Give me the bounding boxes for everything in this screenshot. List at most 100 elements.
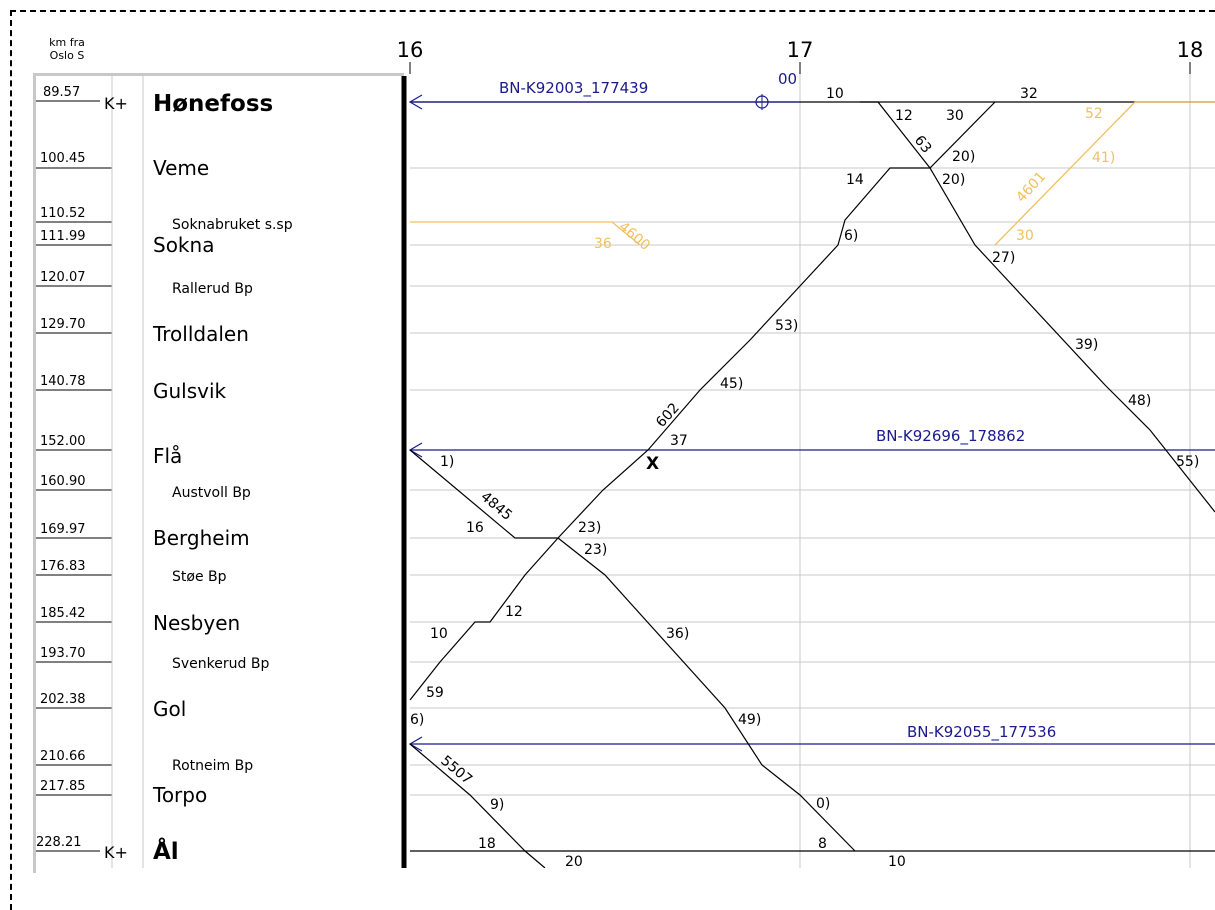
time-label: 20 [565,854,583,868]
station-gol: Gol [153,697,186,721]
km-underlines [36,100,112,852]
time-label: 39) [1075,337,1098,353]
time-label: 00 [778,70,797,88]
train-graph: km fra Oslo S 16 17 18 [36,36,1215,868]
kplus-al: K+ [104,843,128,862]
km-bergheim: 169.97 [40,522,86,537]
train-path-5507 [409,743,546,868]
time-label: 23) [578,520,601,536]
station-soknabruket: Soknabruket s.sp [172,217,293,233]
km-rallerud: 120.07 [40,270,86,285]
station-bergheim: Bergheim [153,526,250,550]
hour-label-16: 16 [397,38,424,62]
time-label: 36) [666,626,689,642]
freight-paths [410,101,1215,246]
time-label: 30 [946,108,964,124]
station-gulsvik: Gulsvik [153,379,227,403]
time-label: 41) [1092,150,1115,166]
train-paths [409,101,1215,868]
time-label: 10 [826,86,844,102]
possession-label-2: BN-K92696_178862 [876,427,1025,446]
station-trolldalen: Trolldalen [152,322,249,346]
time-label: 14 [846,172,864,188]
km-nesbyen: 185.42 [40,606,86,621]
station-nesbyen: Nesbyen [153,611,240,635]
time-label: 59 [426,685,444,701]
km-rotneim: 210.66 [40,749,86,764]
station-grid [410,167,1215,796]
km-stoe: 176.83 [40,559,86,574]
page-frame [10,10,1215,910]
kplus-honefoss: K+ [104,94,128,113]
km-veme: 100.45 [40,151,86,166]
time-label: 12 [505,604,523,620]
time-label: 9) [490,797,504,813]
km-honefoss: 89.57 [43,85,80,100]
train-path-4601 [994,101,1136,246]
time-label: 10 [430,626,448,642]
time-label: 20) [952,149,975,165]
train-path-4845 [409,449,856,852]
time-label: 27) [992,250,1015,266]
time-label: 1) [440,454,454,470]
station-rallerud: Rallerud Bp [172,281,253,297]
time-label: 0) [816,796,830,812]
km-soknabruket: 110.52 [40,206,86,221]
time-label: 18 [478,836,496,852]
km-gulsvik: 140.78 [40,374,86,389]
station-names: Hønefoss Veme Soknabruket s.sp Sokna Ral… [152,91,293,865]
possession-arrow-1 [408,94,423,110]
possession-label-1: BN-K92003_177439 [499,79,648,98]
km-fla: 152.00 [40,434,86,449]
possessions: BN-K92003_177439 BN-K92696_178862 BN-K92… [408,79,1215,752]
station-veme: Veme [153,156,209,180]
time-labels: 00 10 12 30 32 52 20) 20) 41) 14 36 6) 3… [410,70,1199,868]
train-number-4601: 4601 [1013,169,1049,206]
time-label: 30 [1016,228,1034,244]
km-trolldalen: 129.70 [40,317,86,332]
time-label: 8 [818,836,827,852]
hour-label-18: 18 [1177,38,1204,62]
station-honefoss: Hønefoss [153,91,273,117]
km-austvoll: 160.90 [40,474,86,489]
km-al: 228.21 [36,835,82,850]
time-label: 49) [738,712,761,728]
header-line2: Oslo S [50,49,85,62]
station-fla: Flå [153,444,182,468]
train-number-4600: 4600 [615,219,653,254]
time-label: 48) [1128,393,1151,409]
time-label: 32 [1020,86,1038,102]
header-line1: km fra [49,36,85,49]
crossing-mark: X [646,454,659,474]
train-number-602: 602 [653,400,683,431]
time-label: 52 [1085,106,1103,122]
hour-label-17: 17 [787,38,814,62]
train-path-602 [409,101,996,701]
possession-label-3: BN-K92055_177536 [907,723,1056,742]
time-label: 20) [942,172,965,188]
train-path-63 [860,101,1215,513]
km-svenkerud: 193.70 [40,646,86,661]
train-path-4600 [410,221,641,246]
station-stoe: Støe Bp [172,569,227,585]
time-label: 16 [466,520,484,536]
km-sokna: 111.99 [40,229,86,244]
station-al: Ål [153,837,179,865]
station-panel [33,73,404,873]
station-austvoll: Austvoll Bp [172,485,251,501]
km-torpo: 217.85 [40,779,86,794]
time-label: 45) [720,376,743,392]
train-number-63: 63 [911,133,935,157]
time-label: 12 [895,108,913,124]
station-sokna: Sokna [153,233,214,257]
time-label: 36 [594,236,612,252]
station-svenkerud: Svenkerud Bp [172,656,269,672]
station-torpo: Torpo [152,783,207,807]
km-labels: 89.57 100.45 110.52 111.99 120.07 129.70… [36,85,86,850]
time-label: 6) [410,712,424,728]
time-label: 6) [844,228,858,244]
station-rotneim: Rotneim Bp [172,758,253,774]
time-label: 53) [775,318,798,334]
time-label: 37 [670,433,688,449]
km-gol: 202.38 [40,692,86,707]
